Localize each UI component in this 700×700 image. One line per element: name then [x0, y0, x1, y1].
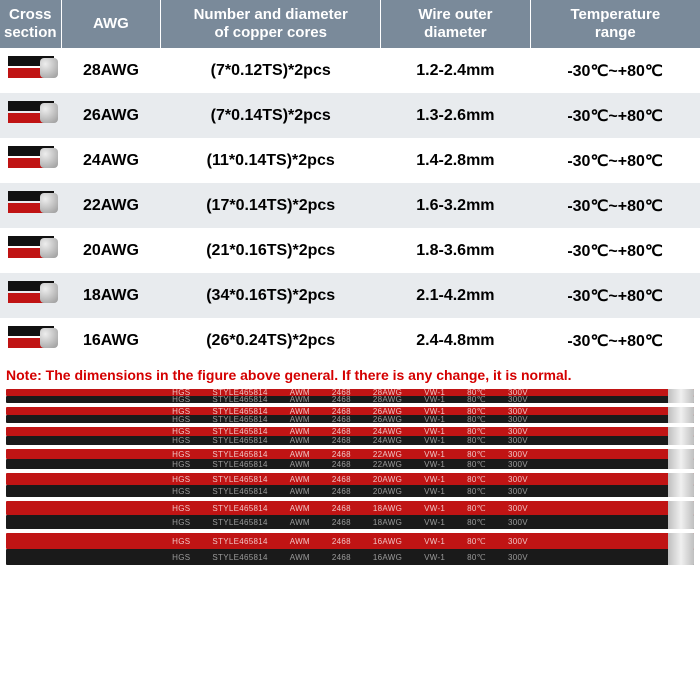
exposed-conductor-icon: [668, 485, 694, 497]
cable-pair: HGSSTYLE465814AWM246828AWGVW-180℃300VHGS…: [6, 389, 694, 403]
awg-cell: 26AWG: [61, 93, 161, 138]
diameter-cell: 1.8-3.6mm: [381, 228, 531, 273]
temp-cell: -30℃~+80℃: [530, 228, 700, 273]
exposed-conductor-icon: [668, 407, 694, 415]
cores-cell: (34*0.16TS)*2pcs: [161, 273, 381, 318]
table-row: 20AWG(21*0.16TS)*2pcs1.8-3.6mm-30℃~+80℃: [0, 228, 700, 273]
cross-section-cell: [0, 273, 61, 318]
exposed-conductor-icon: [668, 389, 694, 396]
cores-cell: (11*0.14TS)*2pcs: [161, 138, 381, 183]
diameter-cell: 1.6-3.2mm: [381, 183, 531, 228]
wire-pair-icon: [8, 191, 54, 215]
cross-section-cell: [0, 138, 61, 183]
exposed-conductor-icon: [668, 501, 694, 515]
exposed-conductor-icon: [668, 415, 694, 423]
diameter-cell: 1.2-2.4mm: [381, 48, 531, 93]
diameter-cell: 1.3-2.6mm: [381, 93, 531, 138]
diameter-cell: 1.4-2.8mm: [381, 138, 531, 183]
awg-cell: 16AWG: [61, 318, 161, 363]
diameter-cell: 2.4-4.8mm: [381, 318, 531, 363]
cross-section-cell: [0, 183, 61, 228]
cross-section-cell: [0, 48, 61, 93]
diameter-cell: 2.1-4.2mm: [381, 273, 531, 318]
temp-cell: -30℃~+80℃: [530, 273, 700, 318]
cable-pair: HGSSTYLE465814AWM246822AWGVW-180℃300VHGS…: [6, 449, 694, 469]
exposed-conductor-icon: [668, 396, 694, 403]
temp-cell: -30℃~+80℃: [530, 183, 700, 228]
col-header-cross: Crosssection: [0, 0, 61, 48]
wire-pair-icon: [8, 146, 54, 170]
cores-cell: (7*0.14TS)*2pcs: [161, 93, 381, 138]
cable-line-red: HGSSTYLE465814AWM246816AWGVW-180℃300V: [6, 533, 694, 549]
exposed-conductor-icon: [668, 533, 694, 549]
cross-section-cell: [0, 318, 61, 363]
cable-line-black: HGSSTYLE465814AWM246826AWGVW-180℃300V: [6, 415, 694, 423]
cable-line-red: HGSSTYLE465814AWM246818AWGVW-180℃300V: [6, 501, 694, 515]
col-header-diameter: Wire outerdiameter: [381, 0, 531, 48]
dimensions-note: Note: The dimensions in the figure above…: [0, 363, 700, 389]
exposed-conductor-icon: [668, 515, 694, 529]
cable-line-red: HGSSTYLE465814AWM246822AWGVW-180℃300V: [6, 449, 694, 459]
cable-line-red: HGSSTYLE465814AWM246826AWGVW-180℃300V: [6, 407, 694, 415]
exposed-conductor-icon: [668, 473, 694, 485]
temp-cell: -30℃~+80℃: [530, 93, 700, 138]
cross-section-cell: [0, 93, 61, 138]
table-row: 24AWG(11*0.14TS)*2pcs1.4-2.8mm-30℃~+80℃: [0, 138, 700, 183]
wire-pair-icon: [8, 101, 54, 125]
table-row: 28AWG(7*0.12TS)*2pcs1.2-2.4mm-30℃~+80℃: [0, 48, 700, 93]
cable-sample-stack: HGSSTYLE465814AWM246828AWGVW-180℃300VHGS…: [0, 389, 700, 571]
table-header-row: Crosssection AWG Number and diameterof c…: [0, 0, 700, 48]
table-row: 18AWG(34*0.16TS)*2pcs2.1-4.2mm-30℃~+80℃: [0, 273, 700, 318]
table-row: 26AWG(7*0.14TS)*2pcs1.3-2.6mm-30℃~+80℃: [0, 93, 700, 138]
wire-pair-icon: [8, 326, 54, 350]
cable-line-black: HGSSTYLE465814AWM246818AWGVW-180℃300V: [6, 515, 694, 529]
cores-cell: (26*0.24TS)*2pcs: [161, 318, 381, 363]
table-row: 22AWG(17*0.14TS)*2pcs1.6-3.2mm-30℃~+80℃: [0, 183, 700, 228]
cable-line-black: HGSSTYLE465814AWM246828AWGVW-180℃300V: [6, 396, 694, 403]
temp-cell: -30℃~+80℃: [530, 318, 700, 363]
col-header-awg: AWG: [61, 0, 161, 48]
cable-pair: HGSSTYLE465814AWM246820AWGVW-180℃300VHGS…: [6, 473, 694, 497]
exposed-conductor-icon: [668, 459, 694, 469]
temp-cell: -30℃~+80℃: [530, 138, 700, 183]
awg-cell: 22AWG: [61, 183, 161, 228]
cable-line-black: HGSSTYLE465814AWM246820AWGVW-180℃300V: [6, 485, 694, 497]
wire-pair-icon: [8, 281, 54, 305]
cable-line-black: HGSSTYLE465814AWM246816AWGVW-180℃300V: [6, 549, 694, 565]
wire-pair-icon: [8, 236, 54, 260]
cores-cell: (17*0.14TS)*2pcs: [161, 183, 381, 228]
cable-pair: HGSSTYLE465814AWM246818AWGVW-180℃300VHGS…: [6, 501, 694, 529]
cable-line-black: HGSSTYLE465814AWM246822AWGVW-180℃300V: [6, 459, 694, 469]
awg-cell: 24AWG: [61, 138, 161, 183]
cable-pair: HGSSTYLE465814AWM246826AWGVW-180℃300VHGS…: [6, 407, 694, 423]
awg-cell: 28AWG: [61, 48, 161, 93]
table-row: 16AWG(26*0.24TS)*2pcs2.4-4.8mm-30℃~+80℃: [0, 318, 700, 363]
wire-pair-icon: [8, 56, 54, 80]
exposed-conductor-icon: [668, 549, 694, 565]
cable-line-red: HGSSTYLE465814AWM246824AWGVW-180℃300V: [6, 427, 694, 436]
exposed-conductor-icon: [668, 436, 694, 445]
awg-cell: 18AWG: [61, 273, 161, 318]
temp-cell: -30℃~+80℃: [530, 48, 700, 93]
cable-line-red: HGSSTYLE465814AWM246820AWGVW-180℃300V: [6, 473, 694, 485]
cable-line-red: HGSSTYLE465814AWM246828AWGVW-180℃300V: [6, 389, 694, 396]
exposed-conductor-icon: [668, 449, 694, 459]
col-header-cores: Number and diameterof copper cores: [161, 0, 381, 48]
exposed-conductor-icon: [668, 427, 694, 436]
cable-pair: HGSSTYLE465814AWM246816AWGVW-180℃300VHGS…: [6, 533, 694, 565]
cable-line-black: HGSSTYLE465814AWM246824AWGVW-180℃300V: [6, 436, 694, 445]
col-header-temp: Temperaturerange: [530, 0, 700, 48]
awg-cell: 20AWG: [61, 228, 161, 273]
cores-cell: (21*0.16TS)*2pcs: [161, 228, 381, 273]
cores-cell: (7*0.12TS)*2pcs: [161, 48, 381, 93]
cable-pair: HGSSTYLE465814AWM246824AWGVW-180℃300VHGS…: [6, 427, 694, 445]
wire-spec-table: Crosssection AWG Number and diameterof c…: [0, 0, 700, 363]
cross-section-cell: [0, 228, 61, 273]
